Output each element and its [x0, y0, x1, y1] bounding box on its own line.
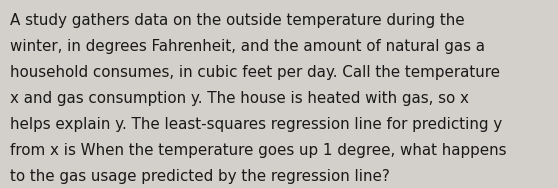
Text: A study gathers data on the outside temperature during the: A study gathers data on the outside temp… — [10, 13, 465, 28]
Text: to the gas usage predicted by the regression line?: to the gas usage predicted by the regres… — [10, 169, 390, 184]
Text: x and gas consumption y. The house is heated with gas, so x: x and gas consumption y. The house is he… — [10, 91, 469, 106]
Text: from x is When the temperature goes up 1 degree, what happens: from x is When the temperature goes up 1… — [10, 143, 507, 158]
Text: winter, in degrees Fahrenheit, and the amount of natural gas a: winter, in degrees Fahrenheit, and the a… — [10, 39, 485, 54]
Text: helps explain y. The least-squares regression line for predicting y: helps explain y. The least-squares regre… — [10, 117, 502, 132]
Text: household consumes, in cubic feet per day. Call the temperature: household consumes, in cubic feet per da… — [10, 65, 500, 80]
